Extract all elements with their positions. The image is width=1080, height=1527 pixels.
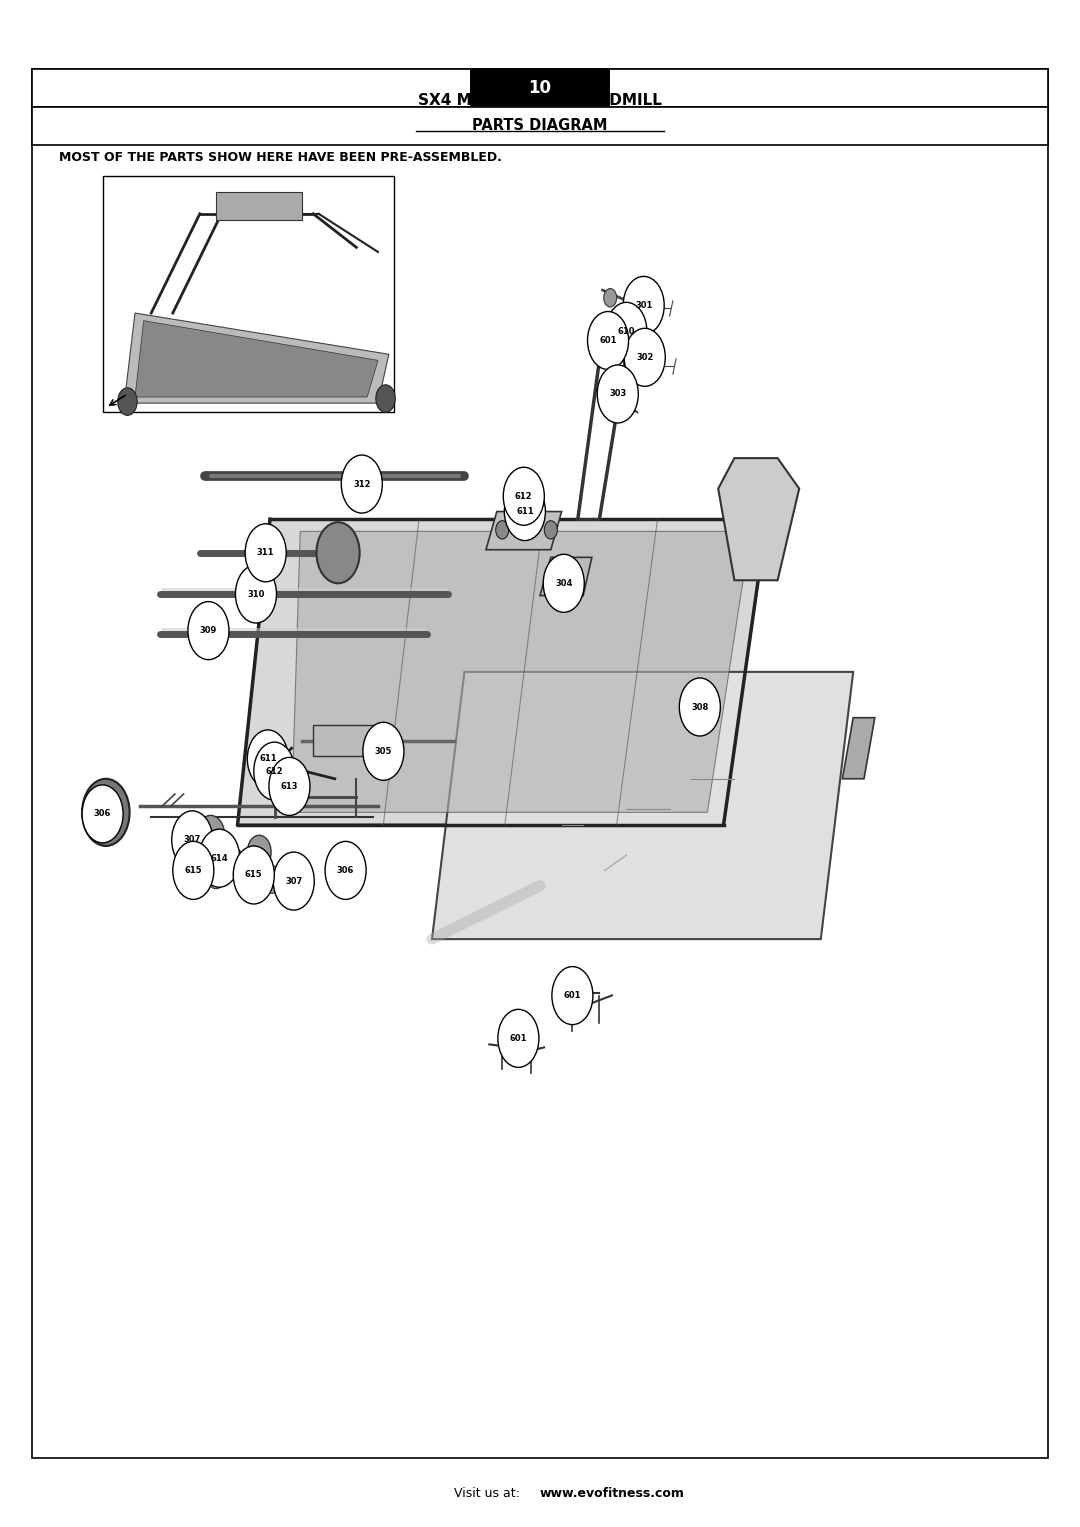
Text: 309: 309 [200,626,217,635]
Text: 611: 611 [259,754,276,764]
Circle shape [503,467,544,525]
Text: 310: 310 [247,589,265,599]
Bar [470,69,610,107]
Circle shape [341,455,382,513]
Circle shape [679,678,720,736]
Circle shape [363,722,404,780]
Circle shape [173,841,214,899]
Text: 10: 10 [528,79,552,96]
Polygon shape [432,672,853,939]
Text: PARTS DIAGRAM: PARTS DIAGRAM [472,119,608,133]
Bar [103,176,394,412]
Text: 307: 307 [184,835,201,844]
Text: 611: 611 [516,507,534,516]
Text: 307: 307 [285,876,302,886]
Text: 610: 610 [618,327,635,336]
Polygon shape [540,557,592,596]
Circle shape [206,861,226,889]
Circle shape [588,312,629,370]
Circle shape [247,835,271,869]
Circle shape [544,521,557,539]
Circle shape [188,602,229,660]
Circle shape [325,841,366,899]
Text: SX4 MOTORIZED TREADMILL: SX4 MOTORIZED TREADMILL [418,93,662,107]
Text: 612: 612 [515,492,532,501]
Circle shape [604,289,617,307]
Circle shape [624,328,665,386]
Text: 303: 303 [609,389,626,399]
Polygon shape [135,321,378,397]
Circle shape [269,757,310,815]
Polygon shape [486,512,562,550]
Circle shape [233,846,274,904]
Text: 301: 301 [635,301,652,310]
Circle shape [597,365,638,423]
Circle shape [199,829,240,887]
Text: 304: 304 [555,579,572,588]
Circle shape [496,521,509,539]
Text: Visit us at:: Visit us at: [454,1487,524,1500]
Circle shape [172,811,213,869]
Circle shape [648,301,659,316]
Circle shape [523,513,536,531]
Text: 308: 308 [691,702,708,712]
Circle shape [615,339,627,357]
Circle shape [651,359,662,374]
Text: 613: 613 [281,782,298,791]
Circle shape [247,730,288,788]
Circle shape [552,967,593,1025]
Text: 615: 615 [185,866,202,875]
Text: 302: 302 [636,353,653,362]
Circle shape [82,779,130,846]
Circle shape [118,388,137,415]
Text: 306: 306 [337,866,354,875]
Circle shape [316,522,360,583]
Circle shape [606,302,647,360]
Circle shape [602,373,615,391]
Bar [216,192,302,220]
Bar [32,69,1048,107]
Circle shape [504,483,545,541]
Circle shape [623,276,664,334]
Text: 312: 312 [353,479,370,489]
Text: 614: 614 [211,854,228,863]
Circle shape [498,1009,539,1067]
Polygon shape [238,519,767,825]
Text: 601: 601 [599,336,617,345]
Text: 615: 615 [245,870,262,880]
Text: 601: 601 [564,991,581,1000]
Text: 612: 612 [266,767,283,776]
Bar [313,725,378,756]
Circle shape [543,554,584,612]
Circle shape [254,742,295,800]
Polygon shape [124,313,389,403]
Circle shape [235,565,276,623]
Polygon shape [292,531,751,812]
Polygon shape [718,458,799,580]
Text: 306: 306 [94,809,111,818]
Circle shape [227,849,244,873]
Circle shape [197,815,225,855]
Circle shape [262,866,282,893]
Circle shape [273,852,314,910]
Text: www.evofitness.com: www.evofitness.com [540,1487,685,1500]
Circle shape [245,524,286,582]
Circle shape [376,385,395,412]
Bar [32,107,1048,145]
Text: MOST OF THE PARTS SHOW HERE HAVE BEEN PRE-ASSEMBLED.: MOST OF THE PARTS SHOW HERE HAVE BEEN PR… [59,151,502,163]
Polygon shape [842,718,875,779]
Text: 311: 311 [257,548,274,557]
Text: 601: 601 [510,1034,527,1043]
Text: 305: 305 [375,747,392,756]
Circle shape [82,785,123,843]
